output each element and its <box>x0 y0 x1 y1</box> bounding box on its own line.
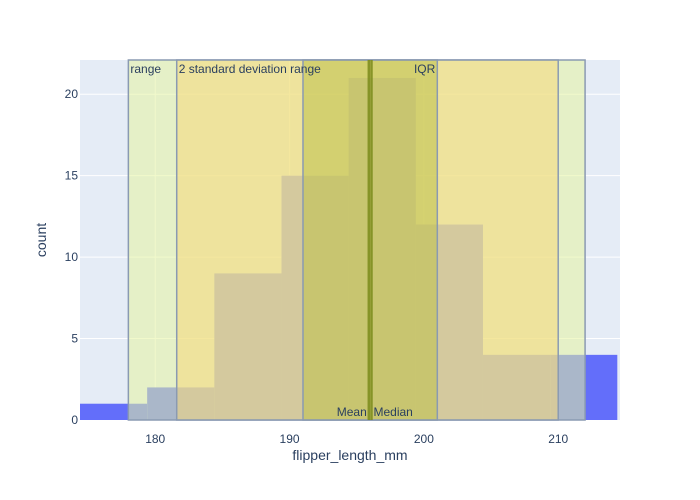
x-tick-label: 180 <box>145 432 165 446</box>
x-tick-label: 190 <box>280 432 300 446</box>
mean-label: Mean <box>337 405 367 419</box>
two-sd-range-label: 2 standard deviation range <box>179 62 321 76</box>
y-tick-label: 15 <box>65 169 79 183</box>
y-tick-label: 0 <box>71 413 78 427</box>
x-tick-label: 210 <box>548 432 568 446</box>
reference-lines <box>367 60 373 420</box>
y-tick-label: 5 <box>71 332 78 346</box>
y-axis-title: count <box>33 223 49 257</box>
y-tick-label: 10 <box>65 250 79 264</box>
annotations: range 2 standard deviation range IQR Mean Me… <box>130 62 435 419</box>
x-tick-label: 200 <box>414 432 434 446</box>
tick-labels: 180 190 200 210 0 5 10 15 20 <box>65 87 569 446</box>
y-tick-label: 20 <box>65 87 79 101</box>
shaded-regions <box>127 59 586 421</box>
x-axis-title: flipper_length_mm <box>292 447 407 463</box>
iqr-region <box>302 59 439 421</box>
range-label: range <box>130 62 161 76</box>
iqr-label: IQR <box>414 62 436 76</box>
median-label: Median <box>373 405 412 419</box>
